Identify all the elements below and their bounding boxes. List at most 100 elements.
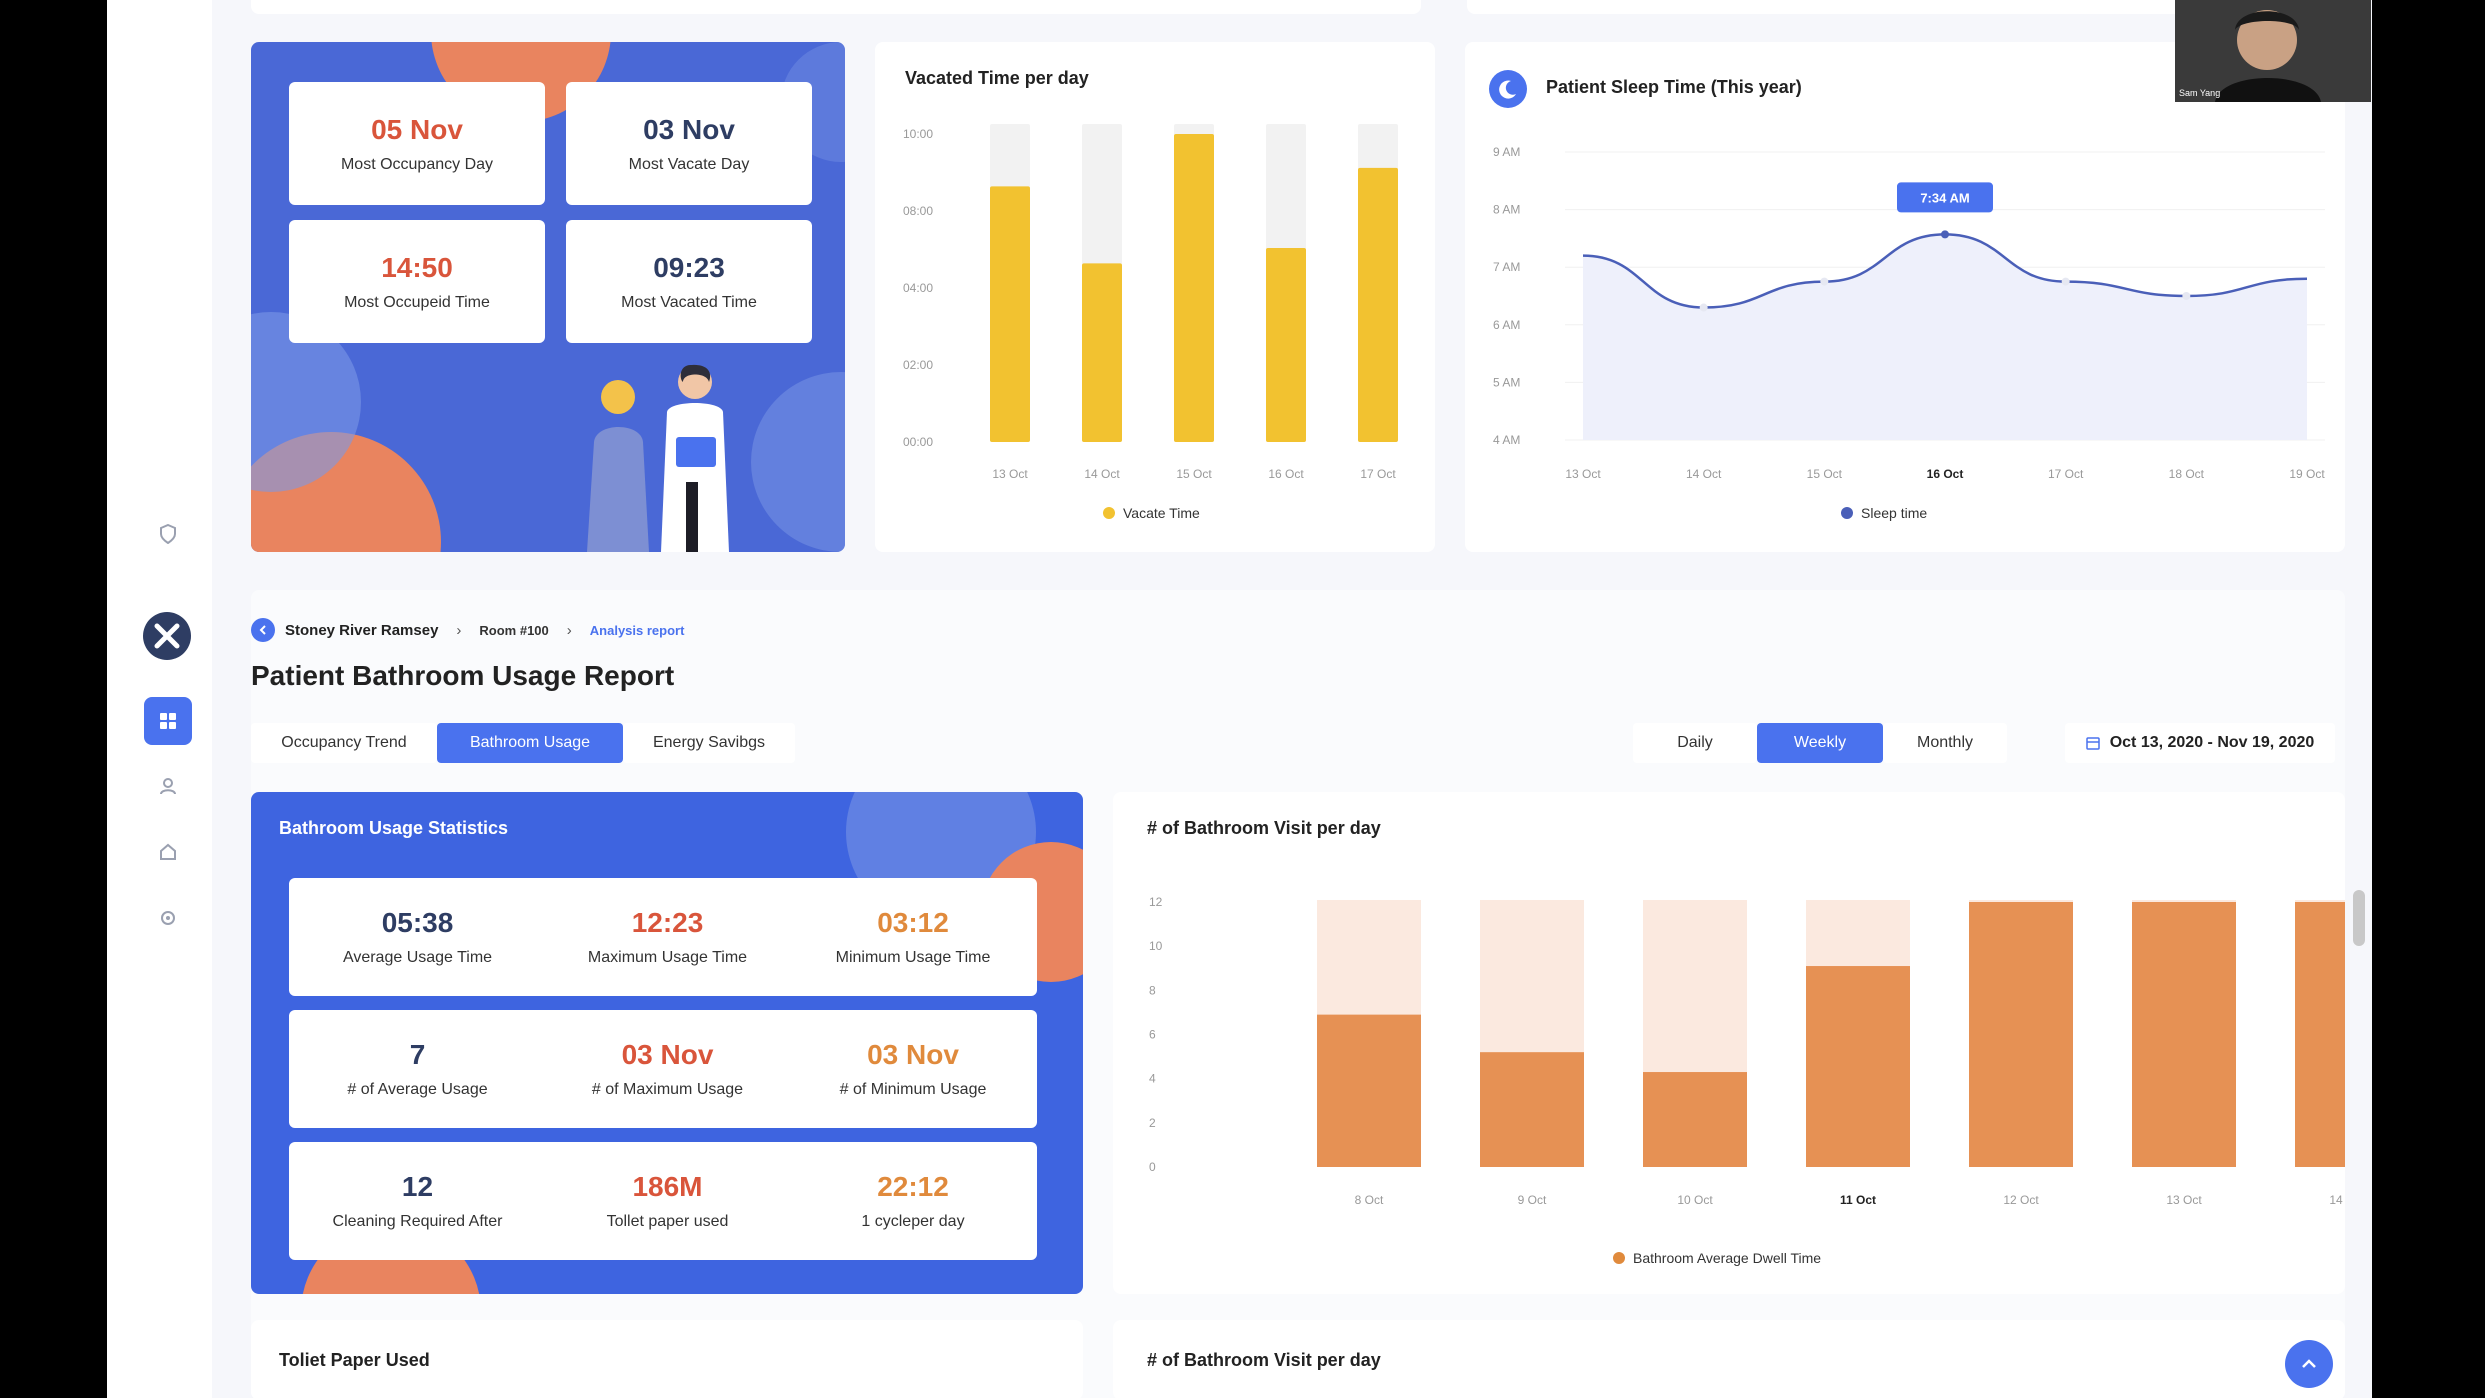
stat-label: # of Minimum Usage <box>839 1081 987 1098</box>
x-tick-label: 17 Oct <box>1360 467 1396 481</box>
x-tick-label: 13 Oct <box>992 467 1028 481</box>
top-card-fragment <box>251 0 1421 14</box>
legend-label: Bathroom Average Dwell Time <box>1633 1250 1822 1266</box>
top-card-fragment <box>1467 0 2237 14</box>
y-tick-label: 10 <box>1149 939 1163 953</box>
stat-value: 03 Nov <box>867 1039 959 1070</box>
period-daily[interactable]: Daily <box>1633 723 1757 763</box>
occupancy-summary-panel: 05 Nov Most Occupancy Day 03 Nov Most Va… <box>251 42 845 552</box>
toilet-paper-card: Toliet Paper Used <box>251 1320 1083 1398</box>
tab-bathroom-usage[interactable]: Bathroom Usage <box>437 723 623 763</box>
x-tick-label: 10 Oct <box>1677 1193 1713 1207</box>
chart-title: Patient Sleep Time (This year) <box>1546 77 1802 97</box>
x-tick-label: 13 Oct <box>1565 467 1601 481</box>
x-tick-label: 16 Oct <box>1268 467 1304 481</box>
breadcrumb-room[interactable]: Room #100 <box>479 622 549 638</box>
app-logo[interactable] <box>143 612 191 660</box>
stat-label: 1 cycleper day <box>861 1213 965 1230</box>
usage-stat: 12 Cleaning Required After <box>289 1142 546 1260</box>
x-tick-label: 15 Oct <box>1807 467 1843 481</box>
moon-icon <box>1489 70 1527 108</box>
settings-icon[interactable] <box>144 894 192 942</box>
stat-label: Most Occupancy Day <box>340 155 494 173</box>
x-tick-label: 17 Oct <box>2048 467 2084 481</box>
x-tick-label: 8 Oct <box>1355 1193 1384 1207</box>
chart-legend: Vacate Time <box>1103 505 1200 521</box>
bar <box>1480 1052 1584 1167</box>
y-tick-label: 10:00 <box>903 127 933 141</box>
y-tick-label: 9 AM <box>1493 145 1520 159</box>
date-range-picker[interactable]: Oct 13, 2020 - Nov 19, 2020 <box>2065 723 2335 763</box>
back-icon[interactable] <box>251 618 275 642</box>
stat-value: 12 <box>401 1171 434 1202</box>
stat-label: # of Average Usage <box>347 1081 488 1098</box>
chart-legend: Bathroom Average Dwell Time <box>1613 1250 1821 1266</box>
chevron-right-icon: › <box>456 621 462 639</box>
period-weekly[interactable]: Weekly <box>1757 723 1883 763</box>
scrollbar-thumb[interactable] <box>2353 890 2365 946</box>
y-tick-label: 02:00 <box>903 358 933 372</box>
home-icon[interactable] <box>144 828 192 876</box>
legend-dot <box>1613 1252 1625 1264</box>
y-tick-label: 8 <box>1149 983 1156 997</box>
dashboard-grid-icon[interactable] <box>144 697 192 745</box>
scroll-top-button[interactable] <box>2285 1340 2333 1388</box>
staff-illustration <box>587 364 729 552</box>
bar <box>990 186 1030 442</box>
bar <box>1174 134 1214 442</box>
stat-label: Most Occupeid Time <box>344 293 490 311</box>
y-tick-label: 00:00 <box>903 435 933 449</box>
bar <box>2295 902 2345 1167</box>
bathroom-visit-chart-card: # of Bathroom Visit per day 12 10 8 6 4 2 0 8 O… <box>1113 792 2345 1294</box>
tooltip-box <box>1897 182 1993 213</box>
legend-label: Sleep time <box>1861 505 1928 521</box>
tooltip-text: 7:34 AM <box>1920 190 1969 205</box>
bar <box>1082 263 1122 442</box>
x-tick-label: 14 Oct <box>2329 1193 2345 1207</box>
panel-decoration <box>251 42 845 552</box>
x-tick-label: 14 Oct <box>1686 467 1722 481</box>
date-range-text: Oct 13, 2020 - Nov 19, 2020 <box>2109 734 2315 751</box>
chevron-up-icon <box>2302 1359 2316 1368</box>
stat-value: 03 Nov <box>643 113 735 145</box>
bathroom-visit-card-2: # of Bathroom Visit per day <box>1113 1320 2345 1398</box>
video-call-tile[interactable]: Sam Yang <box>2175 0 2371 102</box>
stat-value: 05:38 <box>381 907 454 938</box>
stat-value: 05 Nov <box>371 113 463 145</box>
sleep-time-chart: 9 AM 8 AM 7 AM 6 AM 5 AM 4 AM 13 Oct 14 Oct 15 O… <box>1493 145 2325 481</box>
x-tick-label: 16 Oct <box>1927 467 1964 481</box>
users-icon[interactable] <box>144 762 192 810</box>
stat-label: Most Vacate Day <box>628 155 750 173</box>
stat-value: 12:23 <box>631 907 704 938</box>
bathroom-stats-panel: Bathroom Usage Statistics 05:38 Average U… <box>251 792 1083 1294</box>
bar <box>1317 1014 1421 1167</box>
breadcrumb-root[interactable]: Stoney River Ramsey <box>285 621 439 639</box>
y-tick-label: 6 AM <box>1493 318 1520 332</box>
period-monthly[interactable]: Monthly <box>1883 723 2007 763</box>
bar <box>1643 1072 1747 1167</box>
tab-occupancy-trend[interactable]: Occupancy Trend <box>251 723 437 763</box>
panel-title: Bathroom Usage Statistics <box>279 818 509 838</box>
data-point <box>2061 277 2070 286</box>
bar <box>2132 902 2236 1167</box>
usage-stat: 22:12 1 cycleper day <box>789 1142 1037 1260</box>
y-tick-label: 5 AM <box>1493 375 1520 389</box>
chart-title: # of Bathroom Visit per day <box>1147 818 1381 838</box>
most-vacate-day: 03 Nov Most Vacate Day <box>566 82 812 205</box>
stat-value: 14:50 <box>381 251 453 283</box>
y-tick-label: 8 AM <box>1493 203 1520 217</box>
bar <box>1266 247 1306 442</box>
chevron-right-icon: › <box>566 621 572 639</box>
stat-value: 03:12 <box>877 907 949 938</box>
shield-icon[interactable] <box>144 510 192 558</box>
stat-label: Maximum Usage Time <box>587 949 748 966</box>
y-tick-label: 08:00 <box>903 204 933 218</box>
card-title: # of Bathroom Visit per day <box>1147 1350 1381 1370</box>
page-title: Patient Bathroom Usage Report <box>251 660 675 691</box>
usage-stat: 05:38 Average Usage Time <box>289 878 546 996</box>
stat-label: Tollet paper used <box>606 1213 729 1230</box>
chart-title: Vacated Time per day <box>905 68 1089 88</box>
area-fill <box>1583 234 2307 440</box>
tab-energy-savings[interactable]: Energy Savibgs <box>623 723 795 763</box>
data-point <box>1820 277 1829 286</box>
